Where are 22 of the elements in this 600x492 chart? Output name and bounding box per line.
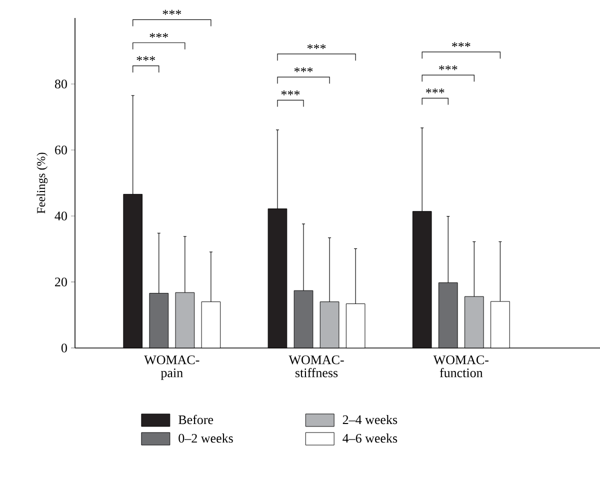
annotation: *** (136, 56, 156, 61)
y-tick-label: 40 (54, 212, 67, 220)
annotation: *** (150, 33, 168, 38)
legend-label: 0–2 weeks (178, 434, 233, 443)
x-tick-label: WOMAC-pain (144, 356, 200, 380)
y-tick-label: 0 (61, 344, 67, 352)
y-axis-title: Feelings (%) (36, 152, 48, 214)
text: *** (162, 10, 182, 15)
annotation: *** (294, 67, 313, 72)
annotation: *** (281, 90, 300, 96)
annotation: *** (307, 44, 326, 50)
x-tick-label: WOMAC-stiffness (288, 356, 344, 378)
annotation: *** (439, 65, 458, 70)
legend-label: Before (178, 414, 214, 424)
y-tick-label: 60 (55, 146, 67, 154)
annotation: *** (452, 42, 470, 48)
annotation: *** (426, 88, 444, 94)
x-tick-label: WOMAC-function (433, 356, 488, 378)
legend-label: 4–6 weeks (342, 434, 398, 443)
y-tick-label: 20 (55, 278, 67, 286)
legend-label: 2–4 weeks (342, 414, 398, 424)
y-tick-label: 80 (54, 80, 67, 88)
